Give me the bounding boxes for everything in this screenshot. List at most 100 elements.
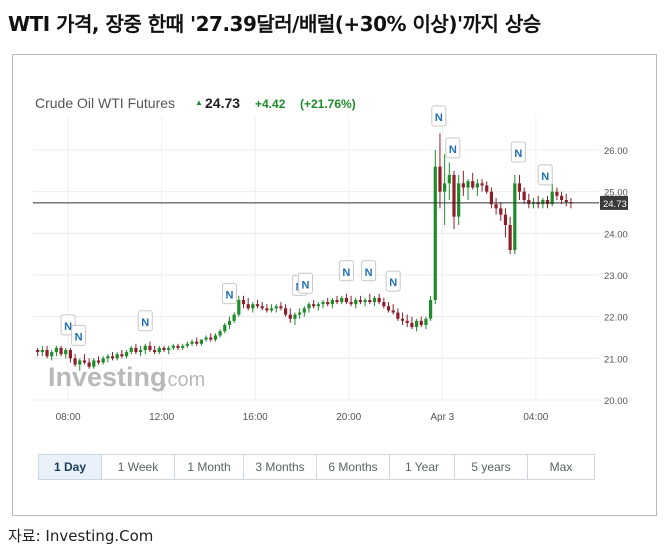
- candle-body[interactable]: [377, 297, 381, 303]
- candle-body[interactable]: [176, 345, 180, 348]
- candle-body[interactable]: [340, 297, 344, 303]
- candle-body[interactable]: [50, 352, 54, 357]
- candle-body[interactable]: [438, 166, 442, 192]
- news-marker[interactable]: N: [221, 283, 237, 305]
- candle-body[interactable]: [410, 322, 414, 328]
- candle-body[interactable]: [171, 345, 175, 348]
- candle-body[interactable]: [424, 318, 428, 325]
- candle-body[interactable]: [195, 341, 199, 344]
- candle-body[interactable]: [199, 339, 203, 344]
- candle-body[interactable]: [143, 345, 147, 350]
- candle-body[interactable]: [283, 308, 288, 315]
- news-marker-box[interactable]: [510, 141, 526, 163]
- candle-body[interactable]: [255, 304, 260, 307]
- candle-body[interactable]: [293, 314, 297, 319]
- news-marker-box[interactable]: [537, 164, 553, 186]
- candle-body[interactable]: [68, 350, 73, 359]
- candle-body[interactable]: [499, 208, 503, 215]
- candle-body[interactable]: [265, 308, 269, 311]
- candle-body[interactable]: [344, 297, 349, 303]
- tab-1-week[interactable]: 1 Week: [102, 455, 175, 479]
- candle-body[interactable]: [452, 175, 456, 217]
- candle-body[interactable]: [138, 350, 143, 353]
- candle-body[interactable]: [321, 302, 325, 305]
- news-marker-box[interactable]: [361, 260, 377, 282]
- candle-body[interactable]: [115, 354, 119, 359]
- candle-body[interactable]: [218, 331, 222, 336]
- candle-body[interactable]: [251, 304, 255, 309]
- candle-body[interactable]: [494, 204, 498, 209]
- candle-body[interactable]: [87, 362, 91, 367]
- candle-body[interactable]: [550, 191, 554, 205]
- candle-body[interactable]: [489, 191, 494, 205]
- candle-body[interactable]: [241, 300, 246, 305]
- candle-body[interactable]: [279, 306, 283, 309]
- tab-1-year[interactable]: 1 Year: [390, 455, 455, 479]
- candle-body[interactable]: [302, 308, 306, 313]
- news-marker-box[interactable]: [71, 324, 87, 346]
- candle-body[interactable]: [335, 300, 339, 303]
- candle-body[interactable]: [485, 185, 489, 192]
- candle-body[interactable]: [54, 347, 58, 353]
- candle-body[interactable]: [120, 354, 124, 357]
- candle-body[interactable]: [555, 191, 559, 196]
- candle-body[interactable]: [447, 175, 451, 184]
- candle-body[interactable]: [185, 343, 189, 346]
- news-marker[interactable]: N: [137, 310, 153, 332]
- candle-body[interactable]: [457, 183, 461, 217]
- candle-body[interactable]: [564, 200, 568, 203]
- candle-body[interactable]: [274, 306, 278, 309]
- candle-body[interactable]: [269, 308, 274, 311]
- news-marker[interactable]: N: [385, 270, 401, 292]
- news-marker-box[interactable]: [297, 272, 313, 294]
- candle-body[interactable]: [419, 320, 423, 325]
- candle-body[interactable]: [96, 360, 101, 363]
- candle-body[interactable]: [527, 200, 531, 205]
- candle-body[interactable]: [209, 337, 213, 340]
- news-marker[interactable]: N: [71, 324, 87, 346]
- candle-body[interactable]: [354, 300, 358, 305]
- news-marker[interactable]: N: [361, 260, 377, 282]
- candle-body[interactable]: [78, 360, 82, 365]
- news-marker-box[interactable]: [137, 310, 153, 332]
- candle-body[interactable]: [124, 352, 129, 357]
- candle-body[interactable]: [223, 325, 227, 332]
- candle-body[interactable]: [101, 358, 105, 363]
- candle-body[interactable]: [429, 300, 433, 319]
- news-marker[interactable]: N: [537, 164, 553, 186]
- candle-body[interactable]: [40, 350, 44, 353]
- candle-body[interactable]: [110, 356, 115, 359]
- candle-body[interactable]: [246, 304, 250, 309]
- candle-body[interactable]: [134, 347, 138, 353]
- news-marker[interactable]: N: [431, 105, 447, 127]
- candle-body[interactable]: [316, 304, 320, 307]
- candle-body[interactable]: [153, 350, 157, 353]
- news-marker[interactable]: N: [445, 137, 461, 159]
- tab-1-day[interactable]: 1 Day: [39, 455, 102, 479]
- candle-body[interactable]: [298, 312, 302, 315]
- candle-body[interactable]: [167, 347, 171, 350]
- candle-body[interactable]: [372, 297, 377, 303]
- candle-body[interactable]: [541, 200, 545, 205]
- candle-body[interactable]: [405, 320, 409, 323]
- candle-body[interactable]: [559, 195, 564, 200]
- news-marker-box[interactable]: [445, 137, 461, 159]
- candle-body[interactable]: [157, 347, 161, 353]
- tab-5-years[interactable]: 5 years: [455, 455, 528, 479]
- candle-body[interactable]: [204, 337, 208, 340]
- news-marker-box[interactable]: [338, 260, 354, 282]
- candle-body[interactable]: [162, 347, 166, 350]
- candle-body[interactable]: [260, 306, 264, 309]
- candle-body[interactable]: [443, 183, 447, 192]
- candle-body[interactable]: [391, 310, 395, 313]
- candle-body[interactable]: [232, 314, 236, 321]
- candle-body[interactable]: [480, 183, 484, 186]
- candle-body[interactable]: [414, 320, 419, 328]
- candle-body[interactable]: [522, 191, 526, 200]
- candle-body[interactable]: [326, 302, 330, 305]
- news-marker[interactable]: N: [510, 141, 526, 163]
- candle-body[interactable]: [363, 300, 367, 303]
- candle-body[interactable]: [513, 183, 517, 250]
- candle-body[interactable]: [330, 300, 334, 305]
- candle-body[interactable]: [213, 335, 218, 340]
